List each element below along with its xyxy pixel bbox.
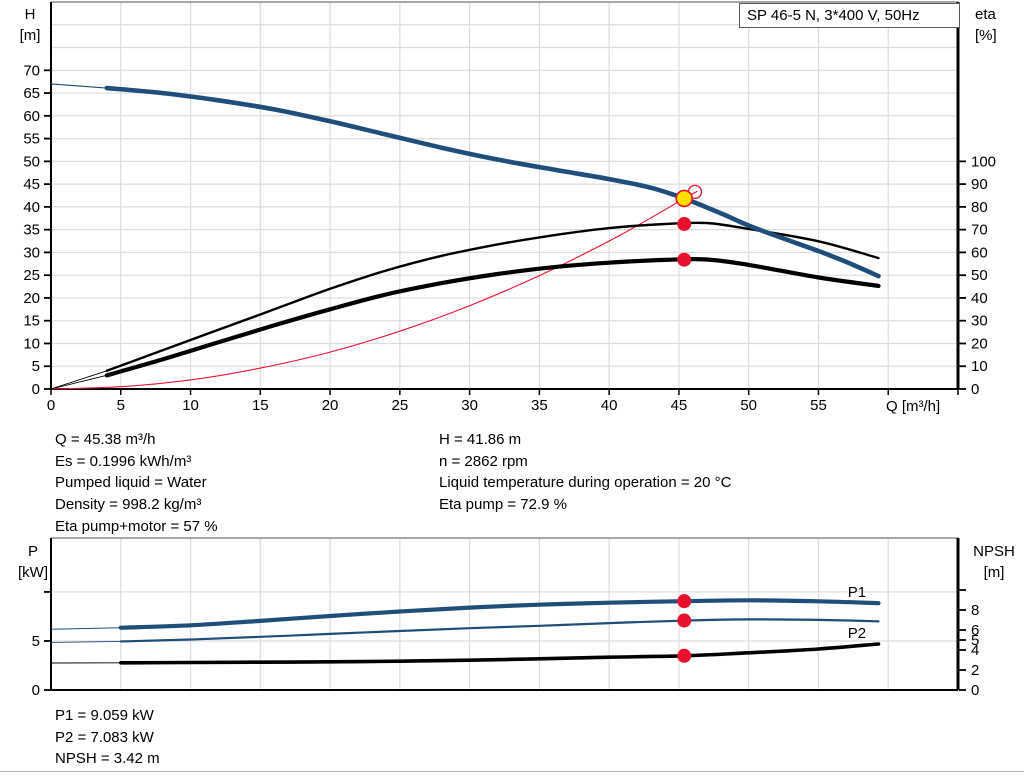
eta-axis-symbol: eta: [975, 6, 996, 23]
top-left-axis-label: H [m]: [6, 4, 54, 46]
system-curve: [50, 190, 698, 390]
npsh-curve: [118, 642, 881, 665]
p2-curve-label: P2: [848, 625, 866, 642]
result-pumped-liquid: Pumped liquid = Water: [55, 474, 207, 492]
right-axis-tick-label: 10: [971, 358, 988, 375]
duty-point-marker: [675, 189, 694, 208]
right-axis-tick-label: 70: [971, 222, 988, 239]
left-axis-tick-label: 30: [23, 244, 40, 261]
eta-pump-duty-dot: [677, 216, 692, 231]
left-axis-tick-label: 5: [32, 358, 40, 375]
result-es: Es = 0.1996 kWh/m³: [55, 452, 192, 470]
right-axis-tick-label: 90: [971, 176, 988, 193]
right-axis-tick-label: 80: [971, 199, 988, 216]
eta-pump-motor-curve: [104, 256, 881, 378]
bottom-separator-line: [0, 771, 1024, 772]
pump-title-box: SP 46-5 N, 3*400 V, 50Hz: [739, 3, 960, 28]
right-axis-tick-label: 40: [971, 290, 988, 307]
npsh-axis-symbol: NPSH: [973, 543, 1015, 560]
right-axis-tick-label: 50: [971, 267, 988, 284]
results-top-right-column: H = 41.86 m n = 2862 rpm Liquid temperat…: [439, 429, 731, 516]
right-axis-tick-label: 0: [971, 381, 979, 398]
left-axis-tick-label: 0: [32, 381, 40, 398]
x-axis-tick-label: 35: [531, 397, 548, 414]
p-axis-symbol: P: [27, 543, 38, 560]
p-axis-unit: [kW]: [18, 564, 48, 581]
left-axis-tick-label: 50: [23, 153, 40, 170]
right-axis-tick-label: 100: [971, 153, 996, 170]
result-q: Q = 45.38 m³/h: [55, 431, 156, 448]
left-axis-tick-label: 70: [23, 62, 40, 79]
h-axis-unit: [m]: [19, 27, 41, 44]
eta-pump-curve: [105, 221, 880, 372]
left-axis-tick-label: 45: [23, 176, 40, 193]
x-axis-tick-label: 15: [252, 397, 269, 414]
npsh-duty-dot: [677, 648, 692, 663]
p1-curve: [118, 598, 881, 630]
x-axis-tick-label: 25: [392, 397, 409, 414]
x-axis-tick-label: 0: [47, 397, 55, 414]
x-axis-tick-label: 20: [322, 397, 339, 414]
left-axis-tick-label: 20: [23, 290, 40, 307]
right-axis-tick-label: 30: [971, 313, 988, 330]
right-axis-tick-label: 0: [971, 682, 979, 699]
bottom-right-axis-label: NPSH [m]: [964, 541, 1024, 583]
top-right-axis-label: eta [%]: [975, 4, 1021, 46]
x-axis-tick-label: 45: [671, 397, 688, 414]
result-npsh: NPSH = 3.42 m: [55, 750, 160, 768]
h-axis-symbol: H: [24, 6, 36, 23]
result-n: n = 2862 rpm: [439, 452, 528, 470]
left-axis-tick-label: 5: [32, 633, 40, 650]
left-axis-tick-label: 40: [23, 199, 40, 216]
x-axis-tick-label: 40: [601, 397, 618, 414]
left-axis-tick-label: 0: [32, 682, 40, 699]
result-h: H = 41.86 m: [439, 431, 522, 448]
right-axis-tick-label: 4: [971, 642, 979, 659]
right-axis-tick-label: 60: [971, 244, 988, 261]
left-axis-tick-label: 15: [23, 313, 40, 330]
left-axis-tick-label: 35: [23, 222, 40, 239]
h-q-curve: [104, 85, 881, 279]
left-axis-tick-label: 60: [23, 108, 40, 125]
eta-pump-motor-duty-dot: [677, 252, 692, 267]
result-eta-pump: Eta pump = 72.9 %: [439, 496, 567, 514]
results-bottom-column: P1 = 9.059 kW P2 = 7.083 kW NPSH = 3.42 …: [55, 705, 160, 770]
right-axis-tick-label: 2: [971, 662, 979, 679]
right-axis-tick-label: 20: [971, 335, 988, 352]
p1-curve-thin: [50, 627, 122, 630]
q-axis-label: Q [m³/h]: [886, 398, 941, 415]
x-axis-tick-label: 30: [461, 397, 478, 414]
eta-pump-motor-curve-thin: [50, 374, 108, 390]
x-axis-tick-label: 10: [182, 397, 199, 414]
right-axis-tick-label: 5: [971, 632, 979, 649]
left-axis-tick-label: 55: [23, 131, 40, 148]
eta-axis-unit: [%]: [975, 27, 997, 44]
result-density: Density = 998.2 kg/m³: [55, 496, 202, 514]
p2-duty-dot: [677, 613, 692, 628]
x-axis-tick-label: 55: [810, 397, 827, 414]
p2-curve: [119, 618, 880, 643]
x-axis-tick-label: 50: [740, 397, 757, 414]
right-axis-tick-label: 6: [971, 622, 979, 639]
result-eta-pump-motor: Eta pump+motor = 57 %: [55, 517, 218, 535]
results-top-left-column: Q = 45.38 m³/h Es = 0.1996 kWh/m³ Pumped…: [55, 429, 218, 538]
x-axis-tick-label: 5: [117, 397, 125, 414]
left-axis-tick-label: 25: [23, 267, 40, 284]
p1-duty-dot: [677, 594, 692, 609]
result-liquid-temperature: Liquid temperature during operation = 20…: [439, 474, 732, 492]
eta-pump-curve-thin: [50, 370, 108, 390]
p1-curve-label: P1: [848, 584, 866, 601]
npsh-axis-unit: [m]: [983, 564, 1005, 581]
right-axis-tick-label: 8: [971, 602, 979, 619]
left-axis-tick-label: 10: [23, 335, 40, 352]
result-p1: P1 = 9.059 kW: [55, 707, 154, 724]
left-axis-tick-label: 65: [23, 85, 40, 102]
result-p2: P2 = 7.083 kW: [55, 728, 154, 746]
p2-curve-thin: [50, 641, 122, 643]
bottom-left-axis-label: P [kW]: [6, 541, 60, 583]
h-q-curve-thin: [50, 83, 108, 89]
